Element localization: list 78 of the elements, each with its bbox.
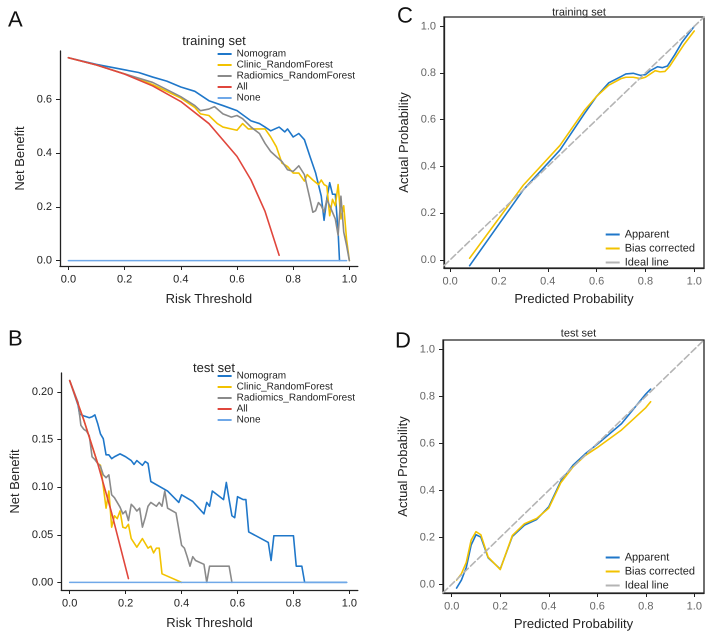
legend-label: Apparent: [624, 228, 670, 240]
text: A: [8, 6, 23, 32]
legend-label: None: [236, 92, 261, 104]
y-tick-label: 0.8: [420, 67, 436, 80]
x-tick-label: 1.0: [342, 598, 358, 610]
legend-label: Radiomics_RandomForest: [236, 70, 356, 82]
x-tick-label: 1.0: [686, 600, 702, 612]
legend-label: Ideal line: [624, 256, 669, 268]
chart-title: training set: [182, 33, 246, 48]
y-axis-title: Net Benefit: [7, 448, 22, 514]
x-tick-label: 0.8: [286, 274, 301, 286]
y-tick-label: 0.4: [420, 484, 435, 496]
y-tick-label: 1.0: [420, 20, 436, 32]
legend-label: Radiomics_RandomForest: [236, 392, 356, 404]
y-tick-label: 0.6: [420, 114, 436, 126]
legend-label: Nomogram: [236, 48, 286, 60]
text: B: [8, 326, 23, 350]
x-tick-label: 0.0: [442, 276, 458, 288]
text: D: [395, 328, 411, 352]
y-tick-label: 0.6: [420, 437, 435, 450]
legend-label: Bias corrected: [624, 242, 696, 254]
y-tick-label: 1.0: [420, 343, 435, 356]
x-tick-label: 0.6: [230, 598, 246, 610]
y-tick-label: 0.2: [420, 207, 436, 220]
x-tick-label: 1.0: [342, 274, 358, 286]
y-tick-label: 0.8: [420, 390, 435, 402]
legend-label: Nomogram: [236, 370, 286, 382]
x-tick-label: 0.2: [492, 600, 508, 612]
x-tick-label: 0.4: [174, 598, 190, 610]
legend-label: Clinic_RandomForest: [236, 382, 333, 392]
x-tick-label: 0.0: [62, 598, 78, 610]
chart-title: test set: [193, 360, 236, 375]
legend-label: All: [236, 404, 248, 414]
y-tick-label: 0.2: [36, 200, 52, 213]
legend-label: Ideal line: [624, 580, 669, 592]
y-tick-label: 0.0: [420, 254, 436, 266]
x-tick-label: 0.0: [444, 600, 460, 612]
y-tick-label: 0.00: [32, 576, 54, 588]
x-axis-title: Risk Threshold: [166, 291, 252, 306]
y-tick-label: 0.6: [36, 93, 52, 106]
y-tick-label: 0.0: [420, 578, 435, 590]
y-tick-label: 0.0: [36, 254, 52, 267]
legend-label: Apparent: [624, 552, 670, 564]
text: C: [397, 2, 413, 28]
line-series: [68, 380, 130, 580]
x-axis-title: Risk Threshold: [166, 615, 253, 630]
y-tick-label: 0.4: [420, 160, 436, 172]
x-tick-label: 0.8: [638, 600, 654, 612]
legend-label: Clinic_RandomForest: [236, 60, 333, 70]
y-axis-title: Actual Probability: [394, 416, 410, 517]
y-tick-label: 0.4: [36, 147, 52, 160]
x-tick-label: 0.6: [590, 600, 605, 612]
legend-label: None: [236, 414, 261, 426]
x-tick-label: 0.4: [541, 600, 556, 612]
x-tick-label: 0.2: [116, 274, 132, 286]
chart-title: test set: [560, 328, 596, 340]
legend-label: All: [236, 82, 248, 92]
x-tick-label: 0.4: [540, 276, 556, 288]
x-tick-label: 1.0: [686, 276, 702, 288]
x-tick-label: 0.6: [229, 274, 245, 286]
x-tick-label: 0.2: [491, 276, 507, 288]
x-tick-label: 0.6: [588, 276, 604, 288]
y-tick-label: 0.10: [32, 481, 54, 494]
y-tick-label: 0.15: [32, 434, 54, 446]
x-axis-title: Predicted Probability: [514, 616, 634, 631]
chart-title: training set: [552, 6, 606, 18]
y-tick-label: 0.05: [32, 528, 54, 541]
y-axis-title: Actual Probability: [396, 92, 411, 193]
x-tick-label: 0.0: [60, 274, 76, 286]
x-axis-title: Predicted Probability: [514, 291, 634, 306]
x-tick-label: 0.8: [286, 598, 302, 610]
x-tick-label: 0.4: [173, 274, 188, 286]
x-tick-label: 0.8: [638, 276, 654, 288]
x-tick-label: 0.2: [118, 598, 134, 610]
y-tick-label: 0.2: [420, 531, 435, 544]
legend-label: Bias corrected: [624, 566, 696, 578]
y-axis-title: Net Benefit: [12, 126, 27, 191]
y-tick-label: 0.20: [32, 386, 54, 398]
